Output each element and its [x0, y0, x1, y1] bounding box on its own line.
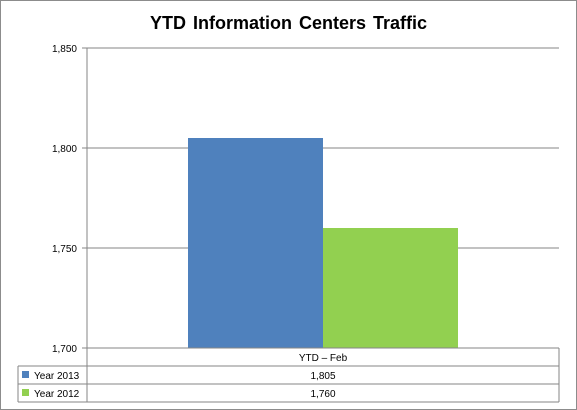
- legend-entry: Year 2013: [34, 371, 80, 382]
- legend-key: [22, 371, 29, 378]
- data-table-value: 1,760: [310, 389, 335, 400]
- chart-title: YTD Information Centers Traffic: [149, 13, 428, 33]
- legend-entry: Year 2012: [34, 389, 80, 400]
- legend-key: [22, 389, 29, 396]
- data-table-value: 1,805: [310, 371, 335, 382]
- bar-year-2013: [188, 138, 323, 348]
- y-tick-label: 1,800: [52, 144, 77, 155]
- x-category-label: YTD – Feb: [299, 353, 348, 364]
- y-tick-label: 1,700: [52, 344, 77, 355]
- y-tick-label: 1,850: [52, 44, 77, 55]
- bar-year-2012: [323, 228, 458, 348]
- y-tick-label: 1,750: [52, 244, 77, 255]
